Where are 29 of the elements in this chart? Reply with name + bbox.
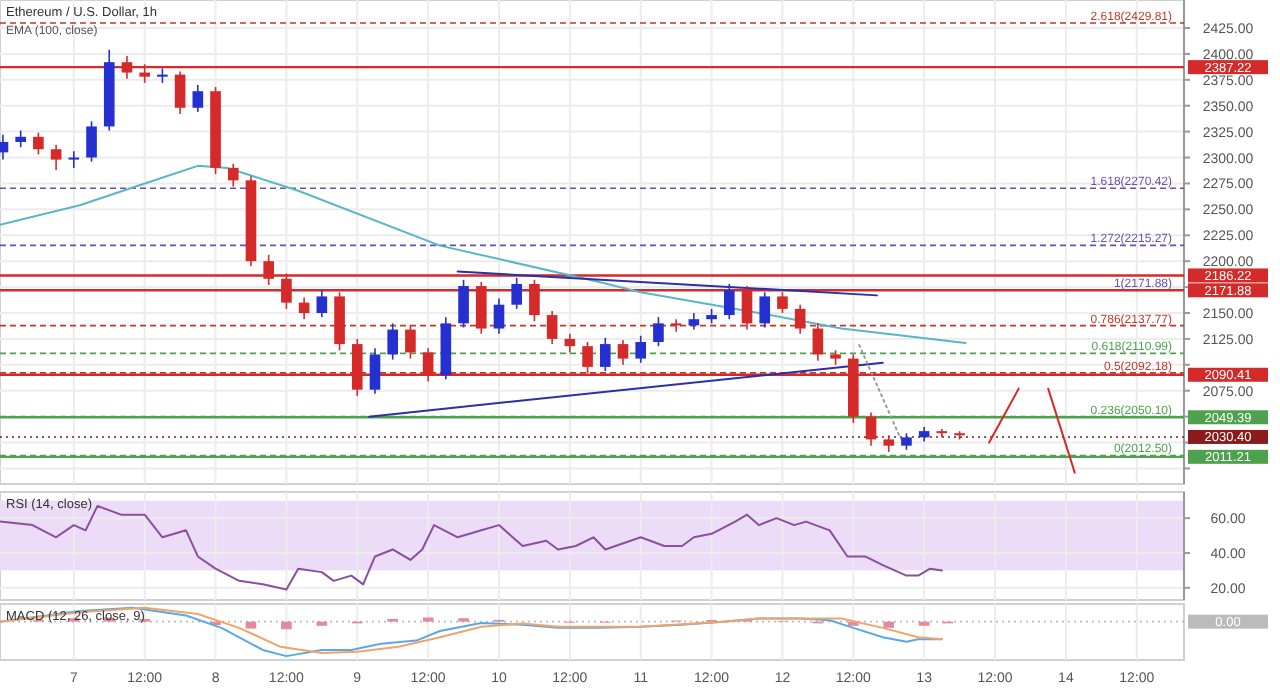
candlestick	[0, 133, 9, 161]
candlestick	[794, 303, 806, 335]
candlestick	[50, 144, 62, 171]
candlestick	[493, 297, 505, 335]
candlestick	[405, 324, 416, 360]
candlestick	[759, 291, 771, 329]
candlestick	[316, 289, 328, 318]
candlestick	[33, 131, 44, 156]
candlestick	[936, 428, 948, 439]
candlestick	[723, 283, 735, 321]
candlestick	[617, 339, 629, 366]
candlestick	[564, 332, 576, 354]
candlestick	[599, 337, 611, 372]
candlestick	[670, 318, 682, 333]
candlestick	[174, 70, 186, 115]
candlestick	[86, 120, 97, 163]
candlestick	[369, 347, 381, 395]
candlestick	[227, 162, 239, 188]
candlestick	[458, 279, 469, 329]
candlestick	[653, 316, 664, 347]
candlestick	[865, 411, 877, 447]
candlestick	[192, 84, 204, 113]
candlestick	[635, 334, 647, 364]
candlestick	[298, 296, 310, 321]
candlestick	[68, 150, 80, 169]
candlestick	[387, 322, 399, 361]
candlestick	[812, 322, 824, 362]
candlestick	[511, 276, 523, 310]
candlestick	[546, 310, 558, 345]
